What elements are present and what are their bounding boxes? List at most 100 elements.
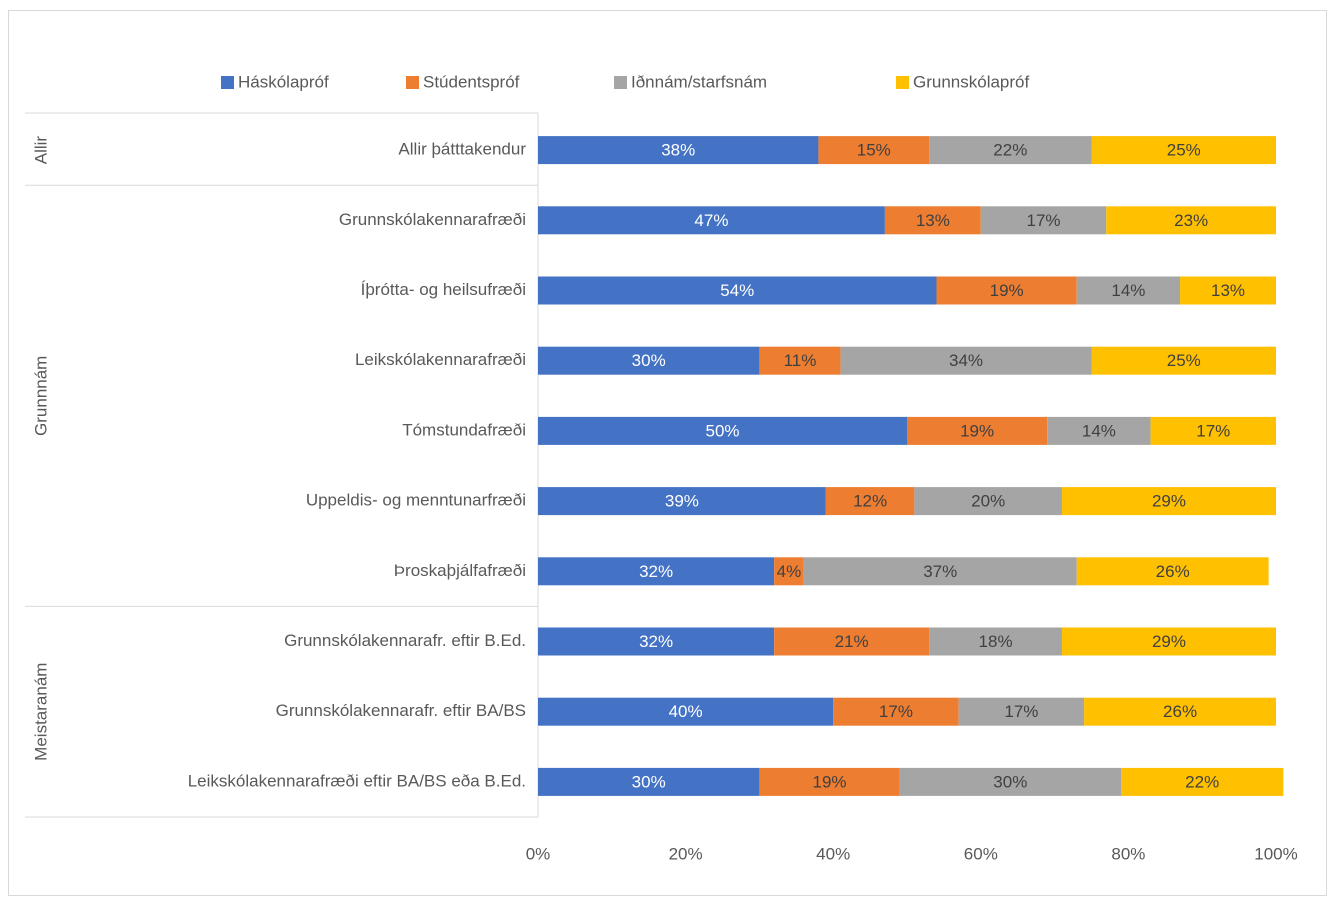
data-label: 39% [665,492,699,511]
data-label: 20% [971,492,1005,511]
data-label: 17% [1027,211,1061,230]
bar-segment [899,767,1122,796]
data-label: 34% [949,351,983,370]
data-label: 47% [694,211,728,230]
legend-label: Iðnnám/starfsnám [631,72,767,91]
data-label: 17% [1004,702,1038,721]
bar-segment [1061,627,1276,656]
bar-segment [958,697,1085,726]
bar-segment [759,767,900,796]
data-label: 21% [835,632,869,651]
data-label: 18% [979,632,1013,651]
bar-segment [929,136,1092,165]
data-label: 11% [784,351,817,370]
data-label: 25% [1167,351,1201,370]
x-tick-label: 40% [816,844,850,863]
bar-segment [538,346,760,375]
bar-segment [538,557,775,586]
group-label: Allir [31,136,50,165]
bar-segment [929,627,1062,656]
legend-swatch [614,76,627,89]
bar-segment [1091,136,1276,165]
bar-segment [1180,276,1276,305]
data-label: 17% [879,702,913,721]
bar-segment [538,206,885,235]
data-label: 22% [993,141,1027,160]
legend-swatch [406,76,419,89]
group-label: Meistaranám [31,663,50,761]
bar-segment [833,697,959,726]
data-label: 29% [1152,632,1186,651]
data-label: 14% [1082,421,1116,440]
data-label: 29% [1152,492,1186,511]
data-label: 40% [669,702,703,721]
data-label: 22% [1185,772,1219,791]
legend-label: Stúdentspróf [423,72,520,91]
legend-swatch [221,76,234,89]
y-tick-label: Íþrótta- og heilsufræði [361,280,526,299]
bar-segment [1150,416,1276,445]
bar-segment [759,346,841,375]
data-label: 23% [1174,211,1208,230]
data-label: 37% [923,562,957,581]
data-label: 32% [639,562,673,581]
data-label: 19% [990,281,1024,300]
x-tick-label: 0% [526,844,551,863]
bar-segment [825,487,915,516]
data-label: 54% [720,281,754,300]
bar-segment [538,276,937,305]
y-tick-label: Uppeldis- og menntunarfræði [306,491,526,510]
bar-segment [840,346,1092,375]
data-label: 30% [632,351,666,370]
y-tick-label: Tómstundafræði [402,420,526,439]
bar-segment [936,276,1077,305]
y-tick-label: Leikskólakennarafræði [355,350,526,369]
group-label: Grunnnám [31,356,50,436]
data-label: 50% [705,421,739,440]
bar-segment [1121,767,1284,796]
bar-segment [774,557,804,586]
y-tick-label: Grunnskólakennarafr. eftir B.Ed. [284,631,526,650]
data-label: 4% [777,562,802,581]
data-label: 38% [661,141,695,160]
y-tick-label: Grunnskólakennarafr. eftir BA/BS [276,701,526,720]
data-label: 17% [1196,421,1230,440]
bar-segment [1061,487,1276,516]
bar-segment [538,767,760,796]
bar-segment [1091,346,1276,375]
bar-segment [538,416,907,445]
bar-segment [1106,206,1276,235]
bar-segment [803,557,1077,586]
bar-segment [1076,557,1269,586]
bar-segment [907,416,1048,445]
x-tick-label: 100% [1254,844,1297,863]
bar-segment [538,487,826,516]
bar-segment [1084,697,1276,726]
bar-segment [818,136,930,165]
data-label: 12% [853,492,887,511]
bar-segment [774,627,930,656]
bar-segment [538,697,834,726]
bar-segment [538,627,775,656]
y-tick-label: Þroskaþjálfafræði [394,561,526,580]
data-label: 13% [1211,281,1245,300]
bar-segment [980,206,1107,235]
bar-segment [914,487,1062,516]
y-tick-label: Allir þátttakendur [398,140,526,159]
y-tick-label: Leikskólakennarafræði eftir BA/BS eða B.… [188,771,526,790]
data-label: 25% [1167,141,1201,160]
data-label: 26% [1163,702,1197,721]
legend-swatch [896,76,909,89]
data-label: 14% [1111,281,1145,300]
data-label: 32% [639,632,673,651]
data-label: 30% [632,772,666,791]
x-tick-label: 80% [1111,844,1145,863]
data-label: 15% [857,141,891,160]
bar-segment [538,136,819,165]
x-tick-label: 20% [669,844,703,863]
x-tick-label: 60% [964,844,998,863]
bar-segment [1076,276,1181,305]
data-label: 30% [993,772,1027,791]
y-tick-label: Grunnskólakennarafræði [339,210,526,229]
